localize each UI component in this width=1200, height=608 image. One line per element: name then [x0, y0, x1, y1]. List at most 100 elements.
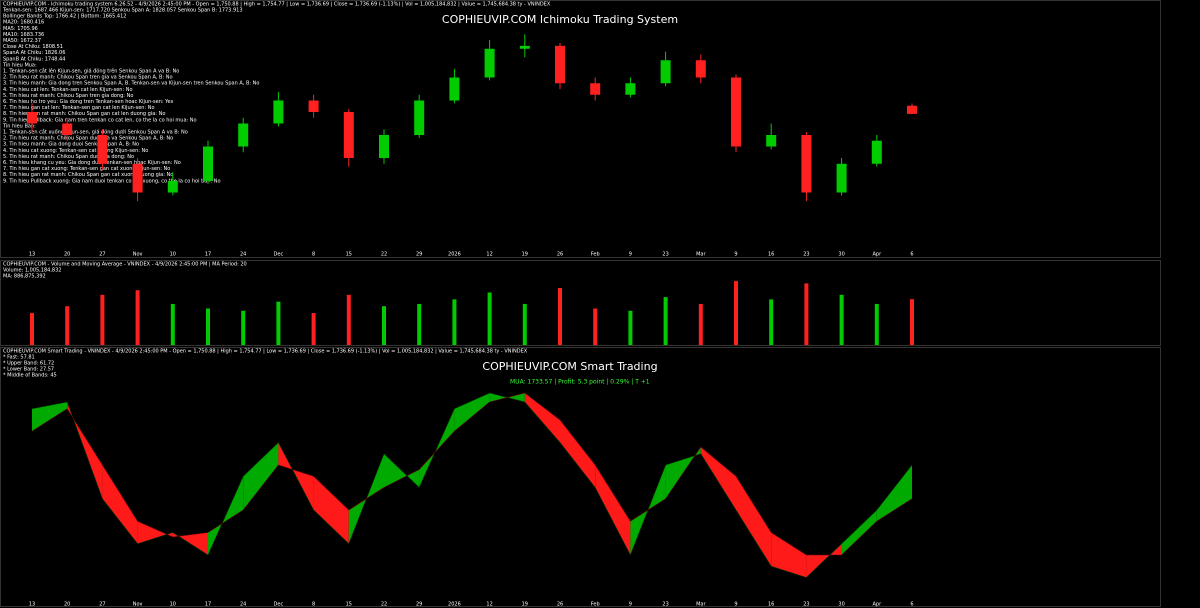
x-tick-label: 16: [768, 602, 774, 608]
info-line: 9. Tin hieu Pullback xuong: Gia nam duoi…: [3, 178, 221, 184]
info-line: MA50: 1672.37: [3, 38, 41, 44]
x-tick-label: Feb: [591, 252, 600, 258]
panel-frame: [0, 347, 1161, 607]
ribbon-segment: [700, 447, 736, 510]
x-tick-label: Dec: [274, 602, 284, 608]
candle-body: [836, 163, 847, 193]
info-line: Tin hieu Ban:: [2, 123, 36, 129]
info-line: * Upper Band: 61.72: [3, 361, 54, 367]
info-line: 3. Tin hieu manh: Gia dong duoi Senkou S…: [3, 142, 139, 148]
info-line: * Lower Band: 27.57: [3, 367, 54, 373]
candle-body: [766, 135, 777, 147]
info-line: 5. Tin hieu rat manh: Chikou Span tren g…: [3, 93, 133, 99]
candle-body: [590, 83, 601, 95]
ribbon-segment: [595, 465, 631, 555]
x-tick-label: 20: [64, 252, 70, 258]
info-line: * Fast: 57.81: [3, 355, 35, 361]
info-line: SpanB At Chiku: 1748.44: [3, 56, 65, 62]
x-tick-label: Nov: [133, 252, 143, 258]
info-line: 6. Tin hieu ho tro yeu: Gia dong tren Te…: [3, 99, 174, 105]
candle-body: [519, 45, 530, 49]
volume-bar: [241, 310, 246, 345]
panel-header: COPHIEUVIP.COM - Volume and Moving Avera…: [3, 262, 247, 268]
volume-bar: [734, 281, 738, 345]
chart-title: COPHIEUVIP.COM Ichimoku Trading System: [442, 13, 678, 26]
info-line: 2. Tin hieu rat manh: Chikou Span tren g…: [3, 75, 173, 81]
ribbon-segment: [243, 442, 279, 510]
candle-body: [167, 181, 178, 193]
info-line: 8. Tin hieu gan rat manh: Chikou Span ga…: [3, 111, 165, 117]
x-tick-label: 20: [64, 602, 70, 608]
chart-title: COPHIEUVIP.COM Smart Trading: [482, 360, 657, 373]
x-tick-label: 23: [803, 252, 809, 258]
volume-bar: [170, 303, 175, 345]
x-tick-label: 9: [734, 252, 737, 258]
x-tick-label: 2026: [448, 252, 461, 258]
x-tick-label: 30: [838, 252, 844, 258]
volume-bar: [663, 297, 668, 345]
x-tick-label: 9: [629, 252, 632, 258]
x-tick-label: 23: [662, 602, 668, 608]
x-tick-label: 23: [803, 602, 809, 608]
x-tick-label: 10: [170, 602, 176, 608]
volume-bar: [65, 306, 70, 345]
info-line: 2. Tin hieu rat manh: Chikou Span duoi g…: [3, 136, 173, 142]
volume-bar: [804, 283, 809, 345]
candle-body: [801, 135, 812, 193]
ribbon-segment: [32, 402, 68, 432]
x-tick-label: 22: [381, 602, 387, 608]
candle-body: [308, 100, 319, 112]
volume-bar: [698, 303, 703, 345]
info-line: 7. Tin hieu gan cat xuong: Tenkan-sen ga…: [3, 166, 170, 172]
x-tick-label: 9: [734, 602, 737, 608]
x-tick-label: 23: [662, 252, 668, 258]
ribbon-segment: [736, 476, 772, 567]
ribbon-segment: [771, 532, 807, 578]
candle-body: [555, 45, 565, 84]
x-tick-label: 6: [910, 602, 913, 608]
x-tick-label: Mar: [696, 252, 706, 258]
x-tick-label: 15: [346, 602, 352, 608]
x-tick-label: 27: [99, 252, 105, 258]
info-line: Close At Chiku: 1808.51: [3, 44, 63, 50]
info-line: 9. Tin hieu Pullback: Gia nam tren tenka…: [3, 117, 197, 123]
volume-bar: [30, 313, 34, 345]
x-tick-label: 29: [416, 252, 422, 258]
info-line: 1. Tenkan-sen cắt lên Kijun-sen, giá đón…: [3, 68, 179, 75]
volume-bar: [346, 294, 351, 345]
x-tick-label: 26: [557, 602, 563, 608]
volume-bar: [558, 287, 562, 345]
candle-body: [273, 100, 284, 124]
candle-body: [907, 105, 917, 114]
x-tick-label: 8: [312, 252, 315, 258]
volume-bar: [452, 299, 457, 345]
volume-bar: [417, 303, 422, 345]
volume-bar: [135, 290, 140, 345]
candle-body: [871, 140, 882, 164]
x-tick-label: 8: [312, 602, 315, 608]
ribbon-segment: [137, 521, 173, 544]
info-line: 6. Tin hieu khang cu yeu: Gia dong duoi …: [3, 160, 181, 166]
x-tick-label: Nov: [133, 602, 143, 608]
candle-body: [625, 83, 636, 95]
x-tick-label: 24: [240, 602, 246, 608]
candle-body: [97, 135, 108, 164]
info-line: MA: 886,875,392: [3, 274, 46, 280]
volume-bar: [100, 294, 105, 345]
ribbon-segment: [524, 393, 560, 443]
volume-bar: [206, 308, 210, 345]
volume-bar: [769, 299, 774, 345]
candle-body: [695, 60, 706, 78]
candle-body: [484, 48, 495, 78]
volume-bar: [593, 308, 598, 345]
ribbon-line: [31, 392, 913, 556]
info-line: MA5: 1705.96: [3, 26, 38, 32]
candle-body: [27, 112, 37, 124]
info-line: 1. Tenkan-sen cắt xuống Kijun-sen, giá đ…: [3, 129, 188, 136]
info-line: SpanA At Chiku: 1826.06: [3, 50, 65, 56]
x-tick-label: 30: [838, 602, 844, 608]
info-line: MA10: 1683.736: [3, 32, 44, 38]
x-tick-label: Feb: [591, 602, 600, 608]
ribbon-segment: [560, 420, 596, 488]
x-tick-label: 13: [29, 252, 35, 258]
